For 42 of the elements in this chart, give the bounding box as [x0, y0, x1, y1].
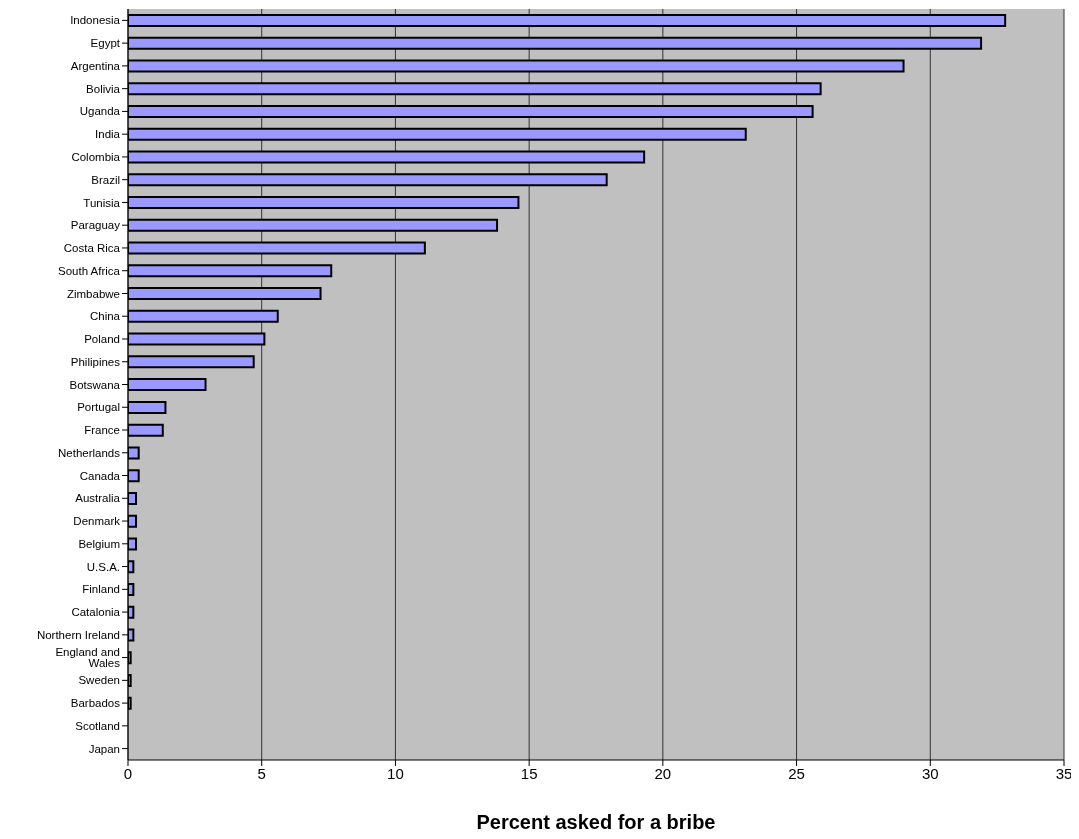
y-tick-label: China: [89, 310, 121, 323]
y-tick-label: Bolivia: [86, 82, 121, 95]
y-tick-label: Scotland: [75, 719, 120, 732]
x-tick-label: 25: [788, 764, 805, 782]
x-tick-label: 20: [654, 764, 672, 782]
x-axis-title: Percent asked for a bribe: [476, 811, 716, 833]
x-tick-label: 30: [921, 764, 939, 782]
y-tick-label: Catalonia: [71, 606, 121, 619]
y-tick-label: Poland: [84, 333, 120, 346]
x-tick-label: 35: [1055, 764, 1073, 782]
y-tick-label: India: [95, 128, 121, 141]
y-tick-label: Sweden: [78, 674, 120, 687]
y-tick-label: Barbados: [70, 697, 121, 710]
y-tick-label: Denmark: [73, 515, 121, 528]
y-tick-label: Portugal: [77, 401, 120, 414]
y-tick-label: Northern Ireland: [36, 628, 120, 641]
y-tick-label: Colombia: [71, 151, 121, 164]
y-tick-label: Argentina: [70, 59, 121, 72]
y-tick-label: Zimbabwe: [66, 287, 120, 300]
x-tick-label: 5: [257, 764, 266, 782]
x-tick-label: 0: [123, 764, 133, 782]
y-tick-label: Botswana: [69, 378, 121, 391]
y-tick-label: Canada: [79, 469, 121, 482]
y-tick-label: Uganda: [79, 105, 121, 118]
y-tick-label: Australia: [75, 492, 121, 505]
y-tick-label: Finland: [82, 583, 120, 596]
y-tick-label: Costa Rica: [63, 242, 121, 255]
x-tick-label: 10: [387, 764, 404, 782]
y-tick-label: Indonesia: [70, 14, 121, 27]
y-tick-label: France: [84, 424, 120, 437]
y-tick-label: Belgium: [78, 537, 120, 550]
y-tick-label: England and Wales: [55, 645, 121, 670]
y-tick-label: South Africa: [57, 264, 121, 277]
y-tick-label: Brazil: [91, 173, 120, 186]
y-tick-label: Japan: [88, 742, 120, 755]
x-tick-label: 15: [520, 764, 538, 782]
y-tick-label: Netherlands: [57, 446, 121, 459]
y-tick-label: Philipines: [70, 355, 121, 368]
y-tick-label: Tunisia: [83, 196, 121, 209]
y-tick-label: Egypt: [90, 37, 121, 50]
y-tick-label: Paraguay: [70, 219, 121, 232]
y-tick-label: U.S.A.: [86, 560, 120, 573]
